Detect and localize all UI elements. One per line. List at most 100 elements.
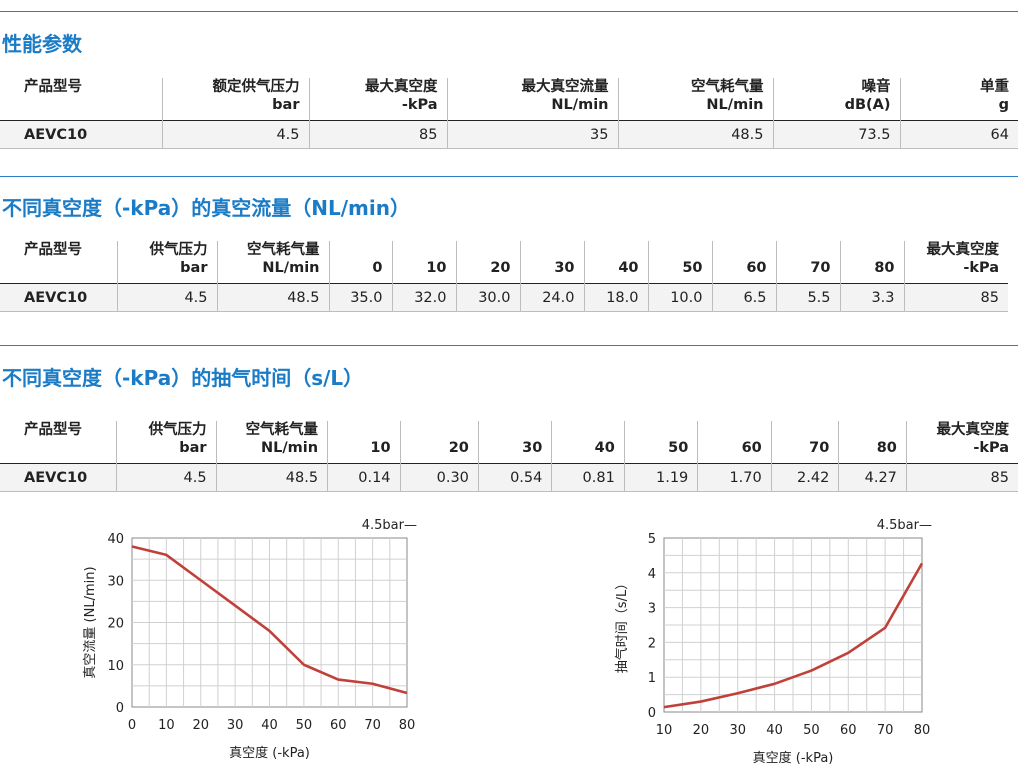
column-header: 最大真空流量 NL/min	[446, 78, 618, 121]
column-header-unit: -kPa	[963, 260, 999, 276]
x-axis-label: 真空度 (-kPa)	[753, 750, 834, 766]
column-header: 单重 g	[899, 78, 1018, 121]
value-cell: 64	[899, 120, 1018, 149]
value-cell: 85	[905, 463, 1018, 492]
column-header: 额定供气压力 bar	[161, 78, 309, 121]
column-header-label: 0	[372, 260, 383, 276]
column-header: 产品型号	[0, 241, 117, 284]
value-cell: 30.0	[455, 283, 520, 312]
x-tick-label: 10	[158, 718, 175, 733]
column-header: 空气耗气量 NL/min	[617, 78, 773, 121]
column-header: 0	[328, 241, 392, 284]
value-cell: 4.5	[116, 463, 217, 492]
y-tick-label: 1	[648, 671, 656, 686]
evac-table: 产品型号 供气压力 bar 空气耗气量 NL/min 10 20 30 40 50 60 70 80 最大…	[0, 421, 1018, 492]
y-tick-label: 30	[107, 574, 124, 589]
column-header: 30	[519, 241, 584, 284]
value-cell: 1.70	[697, 463, 772, 492]
column-header-label: 50	[682, 260, 703, 276]
y-tick-label: 0	[116, 701, 124, 716]
column-header-label: 最大真空度	[926, 242, 1000, 258]
value-cell: 4.27	[838, 463, 907, 492]
x-tick-label: 10	[656, 723, 673, 738]
column-header: 60	[711, 241, 776, 284]
column-header-label: 40	[618, 260, 639, 276]
column-header: 产品型号	[0, 421, 117, 464]
model-cell: AEVC10	[0, 463, 117, 492]
vacuum-flow-chart: 0 10 20 30 40 50 60 70 80 0 10 20 30 40 真空度 (-kPa) 真空流量…	[83, 518, 417, 761]
column-header-label: 供气压力	[148, 422, 207, 438]
column-header-label: 50	[668, 440, 689, 456]
column-header: 产品型号	[0, 78, 162, 121]
value-cell: 0.30	[399, 463, 479, 492]
column-header-label: 最大真空流量	[521, 79, 609, 95]
y-tick-label: 3	[648, 602, 656, 617]
column-header: 20	[399, 421, 479, 464]
section-divider	[0, 345, 1018, 346]
x-axis-label: 真空度 (-kPa)	[229, 745, 310, 761]
column-header-unit: g	[998, 97, 1009, 113]
column-header: 40	[583, 241, 648, 284]
column-header-label: 30	[554, 260, 575, 276]
x-tick-label: 60	[840, 723, 857, 738]
column-header-label: 20	[448, 440, 469, 456]
column-header-label: 60	[746, 260, 767, 276]
series-line	[131, 545, 408, 695]
column-header-label: 80	[876, 440, 897, 456]
value-cell: 0.14	[327, 463, 401, 492]
column-header-unit: bar	[179, 440, 207, 456]
column-header-unit: NL/min	[551, 97, 609, 113]
x-tick-label: 80	[399, 718, 416, 733]
column-header-label: 20	[490, 260, 511, 276]
x-tick-label: 50	[296, 718, 313, 733]
model-cell: AEVC10	[0, 283, 117, 312]
value-cell: 48.5	[215, 463, 328, 492]
value-cell: 0.81	[551, 463, 625, 492]
column-header-label: 空气耗气量	[691, 79, 764, 95]
column-header: 50	[623, 421, 698, 464]
y-tick-label: 10	[107, 659, 124, 674]
value-cell: 4.5	[116, 283, 217, 312]
value-cell: 10.0	[647, 283, 712, 312]
column-header: 40	[551, 421, 625, 464]
column-header-label: 单重	[980, 79, 1009, 95]
column-header: 最大真空度 -kPa	[308, 78, 447, 121]
column-header-label: 70	[810, 260, 831, 276]
column-header-label: 60	[741, 440, 762, 456]
column-header: 10	[391, 241, 456, 284]
column-header: 10	[327, 421, 401, 464]
x-tick-label: 40	[766, 723, 783, 738]
column-header-unit: NL/min	[706, 97, 764, 113]
flow-title: 不同真空度（-kPa）的真空流量（NL/min）	[2, 196, 410, 220]
column-header: 空气耗气量 NL/min	[216, 241, 329, 284]
column-header-unit: NL/min	[260, 440, 319, 456]
flow-table: 产品型号 供气压力 bar 空气耗气量 NL/min 0 10 20 30 40 50 60 70 80 最…	[0, 241, 1008, 312]
column-header: 30	[477, 421, 552, 464]
value-cell: 24.0	[519, 283, 584, 312]
evac-title: 不同真空度（-kPa）的抽气时间（s/L）	[2, 366, 364, 390]
column-header: 供气压力 bar	[116, 421, 217, 464]
value-cell: 6.5	[711, 283, 776, 312]
performance-table: 产品型号 额定供气压力 bar 最大真空度 -kPa 最大真空流量 NL/min 空气耗气量 N…	[0, 78, 1018, 149]
value-cell: 85	[308, 120, 447, 149]
y-tick-label: 2	[648, 636, 656, 651]
section-divider	[0, 176, 1018, 177]
value-cell: 5.5	[775, 283, 840, 312]
value-cell: 48.5	[617, 120, 773, 149]
value-cell: 85	[903, 283, 1008, 312]
y-axis-label: 真空流量 (NL/min)	[83, 566, 98, 678]
x-tick-label: 0	[128, 718, 136, 733]
value-cell: 35	[446, 120, 618, 149]
legend-label: 4.5bar—	[877, 518, 932, 533]
x-tick-label: 60	[330, 718, 347, 733]
value-cell: 35.0	[328, 283, 392, 312]
column-header: 最大真空度 -kPa	[903, 241, 1008, 284]
value-cell: 32.0	[391, 283, 456, 312]
value-cell: 4.5	[161, 120, 309, 149]
column-header-label: 80	[874, 260, 895, 276]
column-header-label: 供气压力	[149, 242, 208, 258]
column-header: 50	[647, 241, 712, 284]
column-header: 20	[455, 241, 520, 284]
table-row: AEVC10 4.5 48.5 0.14 0.30 0.54 0.81 1.19 1.70 2.4…	[0, 463, 1018, 492]
value-cell: 2.42	[770, 463, 839, 492]
